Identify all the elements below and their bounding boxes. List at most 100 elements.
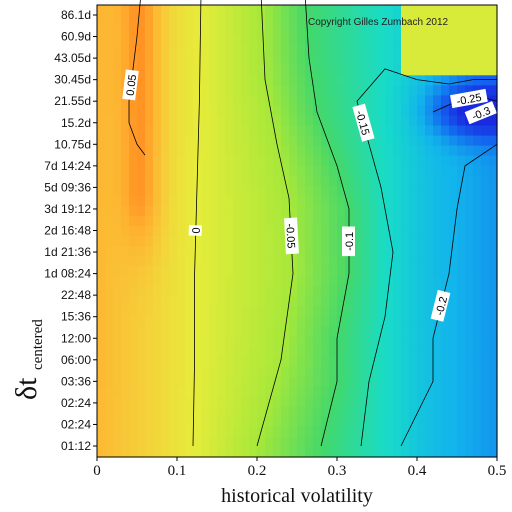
heatmap-cell: [441, 276, 450, 287]
heatmap-cell: [217, 286, 226, 297]
heatmap-cell: [305, 195, 314, 207]
heatmap-cell: [321, 125, 330, 137]
heatmap-cell: [385, 326, 394, 338]
heatmap-cell: [201, 75, 210, 86]
heatmap-cell: [113, 175, 122, 187]
heatmap-cell: [177, 175, 186, 187]
heatmap-cell: [321, 276, 330, 287]
heatmap-cell: [289, 15, 298, 26]
heatmap-cell: [161, 55, 170, 66]
heatmap-cell: [177, 135, 186, 147]
heatmap-cell: [473, 356, 482, 368]
heatmap-cell: [457, 346, 466, 358]
heatmap-cell: [297, 286, 306, 297]
heatmap-cell: [337, 356, 346, 368]
heatmap-cell: [377, 35, 386, 46]
heatmap-cell: [225, 366, 234, 378]
heatmap-cell: [489, 396, 498, 408]
heatmap-cell: [313, 25, 322, 36]
heatmap-cell: [217, 165, 226, 177]
heatmap-cell: [321, 386, 330, 398]
heatmap-cell: [273, 155, 282, 167]
heatmap-cell: [297, 175, 306, 187]
heatmap-cell: [209, 225, 218, 237]
heatmap-cell: [209, 5, 218, 16]
y-tick-label: 22:48: [61, 288, 91, 302]
heatmap-cell: [217, 276, 226, 287]
heatmap-cell: [321, 356, 330, 368]
heatmap-cell: [273, 45, 282, 56]
heatmap-cell: [225, 155, 234, 167]
heatmap-cell: [465, 436, 474, 448]
heatmap-cell: [297, 276, 306, 287]
heatmap-cell: [97, 225, 106, 237]
heatmap-cell: [481, 125, 490, 137]
heatmap-cell: [329, 165, 338, 177]
heatmap-cell: [169, 125, 178, 137]
heatmap-cell: [433, 416, 442, 428]
heatmap-cell: [113, 406, 122, 418]
heatmap-cell: [281, 15, 290, 26]
heatmap-cell: [201, 306, 210, 317]
heatmap-cell: [185, 436, 194, 448]
heatmap-cell: [473, 436, 482, 448]
heatmap-cell: [489, 446, 498, 458]
heatmap-cell: [369, 175, 378, 187]
heatmap-cell: [337, 256, 346, 267]
heatmap-cell: [289, 416, 298, 428]
heatmap-cell: [489, 15, 498, 26]
y-tick-label: 60.9d: [61, 30, 91, 44]
heatmap-cell: [233, 185, 242, 197]
heatmap-cell: [225, 135, 234, 147]
heatmap-cell: [393, 175, 402, 187]
heatmap-cell: [105, 135, 114, 147]
heatmap-cell: [145, 55, 154, 66]
heatmap-cell: [217, 316, 226, 328]
heatmap-cell: [329, 155, 338, 167]
heatmap-cell: [265, 366, 274, 378]
heatmap-cell: [393, 155, 402, 167]
heatmap-cell: [489, 125, 498, 137]
heatmap-cell: [337, 205, 346, 217]
heatmap-cell: [457, 436, 466, 448]
heatmap-cell: [217, 55, 226, 66]
heatmap-cell: [385, 45, 394, 56]
heatmap-cell: [193, 426, 202, 438]
heatmap-cell: [97, 386, 106, 398]
heatmap-cell: [417, 135, 426, 147]
heatmap-cell: [385, 125, 394, 137]
heatmap-cell: [241, 396, 250, 408]
heatmap-cell: [145, 296, 154, 307]
heatmap-cell: [113, 436, 122, 448]
heatmap-cell: [329, 175, 338, 187]
heatmap-cell: [481, 15, 490, 26]
heatmap-cell: [265, 185, 274, 197]
heatmap-cell: [273, 185, 282, 197]
heatmap-cell: [297, 396, 306, 408]
heatmap-cell: [425, 15, 434, 26]
heatmap-cell: [169, 406, 178, 418]
heatmap-cell: [433, 436, 442, 448]
contour-label: -0.2: [430, 289, 451, 322]
heatmap-cell: [457, 175, 466, 187]
heatmap-cell: [97, 296, 106, 307]
heatmap-cell: [281, 195, 290, 207]
heatmap-cell: [281, 105, 290, 117]
heatmap-cell: [409, 446, 418, 458]
heatmap-cell: [201, 55, 210, 66]
heatmap-cell: [417, 236, 426, 247]
heatmap-cell: [489, 25, 498, 36]
heatmap-cell: [353, 125, 362, 137]
heatmap-cell: [377, 205, 386, 217]
heatmap-cell: [153, 326, 162, 338]
heatmap-cell: [345, 396, 354, 408]
heatmap-cell: [345, 296, 354, 307]
heatmap-cell: [257, 286, 266, 297]
heatmap-cell: [441, 75, 450, 86]
heatmap-cell: [409, 155, 418, 167]
heatmap-cell: [321, 165, 330, 177]
heatmap-cell: [153, 356, 162, 368]
heatmap-cell: [209, 95, 218, 107]
heatmap-cell: [473, 446, 482, 458]
heatmap-cell: [97, 65, 106, 76]
